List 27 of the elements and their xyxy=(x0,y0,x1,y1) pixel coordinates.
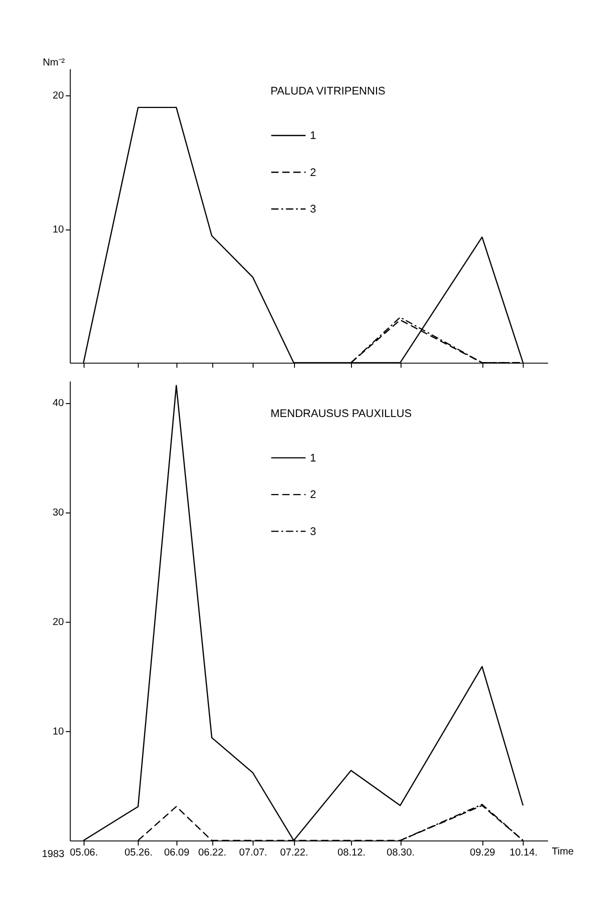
y-tick-label: 40 xyxy=(52,398,64,410)
y-tick-label: 30 xyxy=(52,508,64,519)
y-tick-label: 10 xyxy=(52,726,64,738)
text: 1983 xyxy=(42,849,65,860)
x-tick-label: 05.06. xyxy=(70,848,98,859)
legend-label: 3 xyxy=(310,526,316,538)
legend-title: MENDRAUSUS PAUXILLUS xyxy=(270,408,412,420)
legend-label: 1 xyxy=(310,452,316,464)
x-tick-label: 10.14. xyxy=(509,848,538,859)
x-tick-label: 09.29 xyxy=(470,848,496,859)
y-tick-label: 20 xyxy=(52,90,64,102)
x-tick-label: 08.30. xyxy=(386,848,415,859)
x-axis-title: Time xyxy=(552,846,574,858)
x-tick-label: 07.22. xyxy=(280,848,308,859)
x-tick-label: 06.09 xyxy=(164,848,190,859)
x-tick-label: 07.07. xyxy=(239,848,268,859)
y-axis-title: Nm⁻² xyxy=(42,57,66,68)
y-tick-label: 20 xyxy=(52,616,64,628)
x-tick-label: 06.22. xyxy=(198,848,226,859)
legend-label: 2 xyxy=(310,166,316,179)
x-tick-label: 08.12. xyxy=(337,848,366,859)
y-tick-label: 10 xyxy=(52,224,64,236)
x-tick-label: 05.26. xyxy=(124,848,153,859)
legend-title: PALUDA VITRIPENNIS xyxy=(270,86,386,98)
legend-label: 2 xyxy=(310,489,316,502)
legend-label: 1 xyxy=(310,130,316,142)
legend-label: 3 xyxy=(310,204,316,216)
